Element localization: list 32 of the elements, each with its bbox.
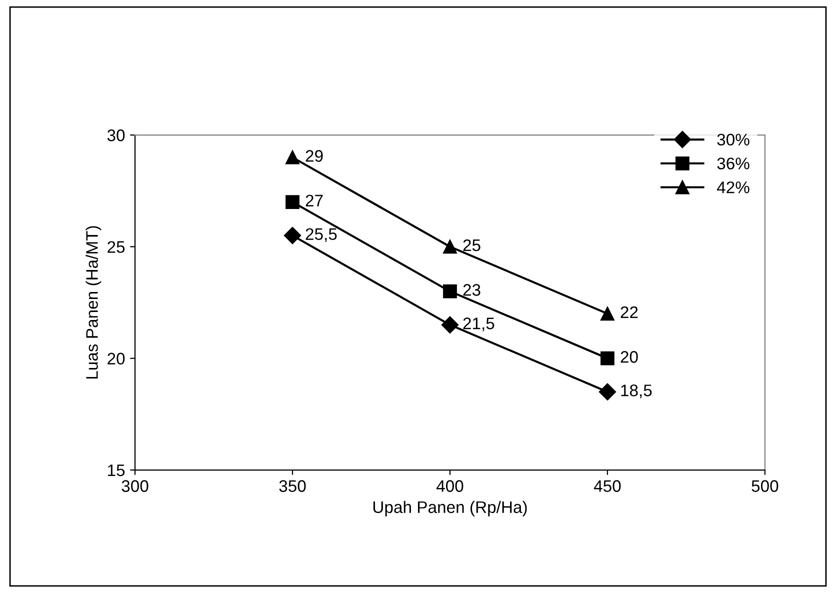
y-tick-label: 25	[108, 241, 125, 253]
data-label: 18,5	[621, 384, 652, 398]
y-tick-label: 20	[108, 352, 125, 365]
point	[443, 284, 457, 298]
point	[598, 383, 616, 400]
y-tick-label: 15	[108, 464, 125, 476]
data-label: 23	[463, 284, 480, 296]
x-axis-title: Upah Panen (Rp/Ha)	[373, 500, 527, 516]
y-axis-title: Luas Panen (Ha/MT)	[86, 226, 102, 378]
point	[600, 351, 614, 366]
legend-label: 36%	[717, 158, 750, 170]
legend-label: 42%	[716, 181, 750, 194]
x-tick-label: 500	[752, 480, 778, 492]
data-label: 22	[620, 306, 638, 318]
data-label: 25,5	[306, 228, 337, 242]
data-label: 27	[306, 194, 323, 206]
y-tick-label: 30	[107, 129, 125, 142]
point	[443, 240, 457, 254]
x-tick-label: 350	[279, 480, 306, 492]
x-tick-label: 300	[122, 480, 148, 492]
data-label: 25	[463, 239, 480, 252]
point	[286, 195, 300, 209]
point	[441, 316, 459, 334]
data-label: 20	[620, 351, 638, 363]
x-tick-label: 400	[436, 480, 464, 492]
data-label: 29	[306, 150, 323, 162]
legend-label: 30%	[717, 134, 750, 146]
point	[286, 150, 300, 164]
point	[600, 306, 614, 321]
x-tick-label: 450	[594, 480, 621, 492]
data-label: 21,5	[463, 318, 494, 332]
point	[284, 226, 302, 244]
